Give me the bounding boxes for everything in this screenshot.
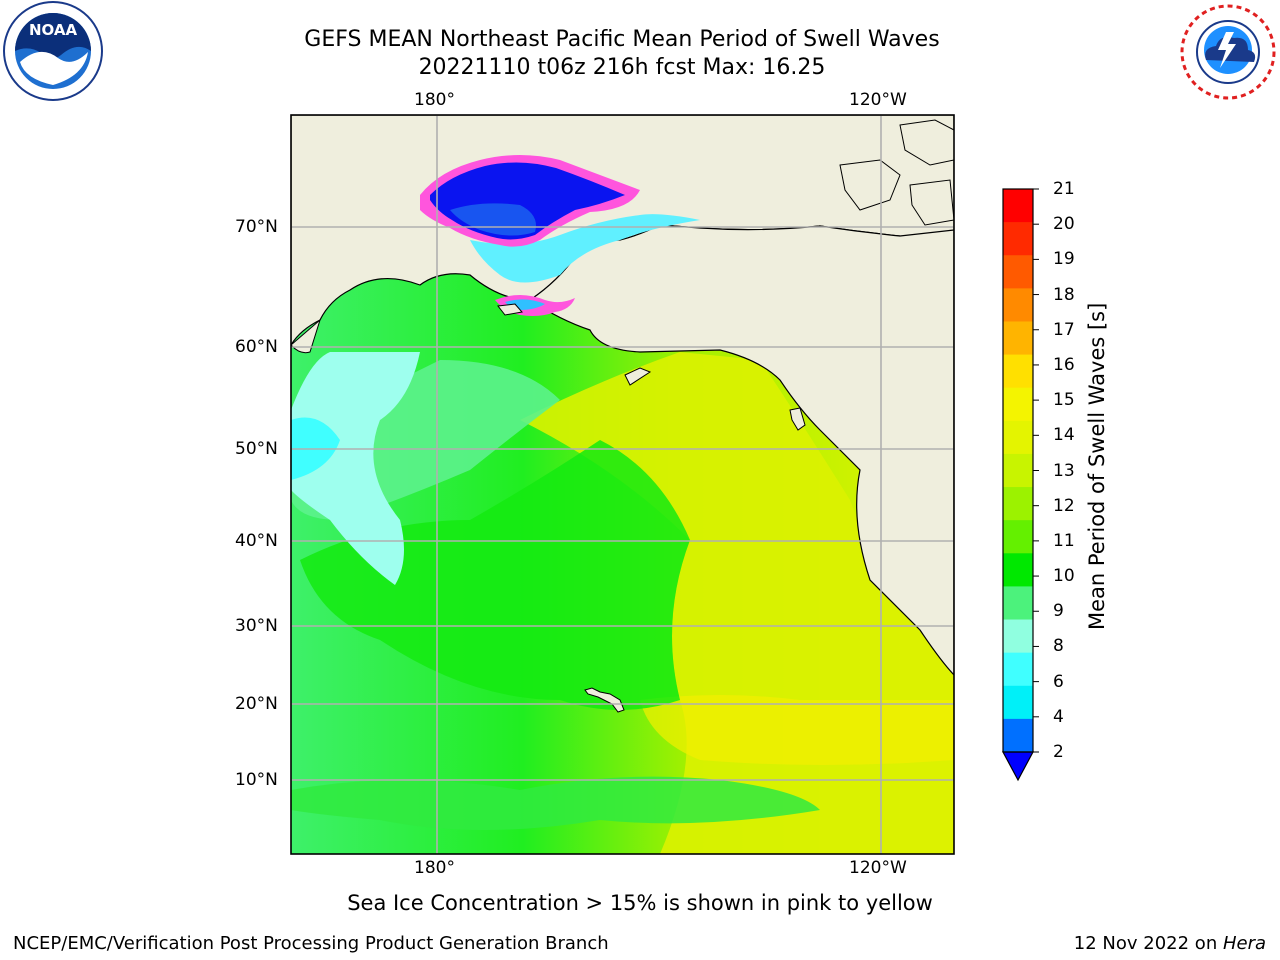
colorbar-band — [1003, 586, 1033, 621]
colorbar-tick-label: 4 — [1053, 706, 1064, 727]
map-frame — [290, 114, 955, 855]
colorbar-tick-label: 10 — [1053, 566, 1075, 587]
footer-branch: NCEP/EMC/Verification Post Processing Pr… — [13, 933, 609, 954]
swell-period-cyan-region — [291, 352, 420, 585]
colorbar-band — [1003, 520, 1033, 554]
lat-tick-20n: 20°N — [235, 694, 278, 714]
colorbar-tick-label: 20 — [1053, 214, 1075, 235]
vancouver-island — [789, 407, 806, 431]
footer-host: Hera — [1222, 933, 1266, 954]
colorbar-band — [1003, 189, 1033, 223]
colorbar-band — [1003, 354, 1033, 389]
colorbar-band — [1003, 222, 1033, 256]
swell-period-tropical-band — [291, 776, 820, 830]
lon-tick-top-180: 180° — [414, 90, 455, 110]
colorbar-tick-label: 15 — [1053, 390, 1075, 411]
colorbar-band — [1003, 619, 1033, 654]
colorbar-band — [1003, 652, 1033, 687]
colorbar-tick-label: 19 — [1053, 249, 1075, 270]
colorbar-tick-label: 13 — [1053, 460, 1075, 481]
colorbar-tick-label: 17 — [1053, 319, 1075, 340]
colorbar-tick-label: 8 — [1053, 636, 1064, 657]
lon-tick-bottom-120w: 120°W — [849, 858, 907, 878]
lon-tick-bottom-180: 180° — [414, 858, 455, 878]
colorbar-extend-arrow — [1001, 751, 1035, 782]
colorbar-tick-label: 18 — [1053, 284, 1075, 305]
lat-tick-40n: 40°N — [235, 531, 278, 551]
lat-tick-10n: 10°N — [235, 770, 278, 790]
colorbar — [1001, 188, 1039, 782]
colorbar-band — [1003, 487, 1033, 521]
colorbar-band — [1003, 420, 1033, 455]
colorbar-tick-label: 16 — [1053, 354, 1075, 375]
footer-date: 12 Nov 2022 on Hera — [1074, 933, 1266, 954]
swell-period-high-region — [640, 695, 954, 765]
noaa-logo-text: NOAA — [29, 21, 78, 39]
sea-ice-caption: Sea Ice Concentration > 15% is shown in … — [347, 891, 933, 915]
colorbar-band — [1003, 288, 1033, 322]
colorbar-band — [1003, 255, 1033, 289]
graticule — [291, 115, 954, 854]
lon-tick-top-120w: 120°W — [849, 90, 907, 110]
footer-date-text: 12 Nov 2022 on — [1073, 933, 1223, 954]
lat-tick-50n: 50°N — [235, 439, 278, 459]
noaa-logo: NOAA — [2, 0, 104, 102]
chart-title: GEFS MEAN Northeast Pacific Mean Period … — [304, 27, 940, 52]
colorbar-tick-label: 6 — [1053, 671, 1064, 692]
lat-tick-70n: 70°N — [235, 217, 278, 237]
colorbar-band — [1003, 387, 1033, 422]
colorbar-band — [1003, 685, 1033, 720]
colorbar-tick-label: 9 — [1053, 601, 1064, 622]
colorbar-tick-label: 2 — [1053, 742, 1064, 762]
colorbar-tick-label: 21 — [1053, 179, 1075, 199]
nws-logo — [1178, 2, 1278, 102]
colorbar-tick-label: 11 — [1053, 530, 1075, 551]
lat-tick-60n: 60°N — [235, 337, 278, 357]
colorbar-band — [1003, 321, 1033, 356]
swell-period-green-region — [300, 440, 690, 710]
colorbar-band — [1003, 553, 1033, 587]
colorbar-band — [1003, 718, 1033, 753]
colorbar-tick-label: 14 — [1053, 425, 1075, 446]
colorbar-tick-label: 12 — [1053, 495, 1075, 516]
colorbar-band — [1003, 453, 1033, 488]
chart-subtitle: 20221110 t06z 216h fcst Max: 16.25 — [418, 55, 826, 80]
colorbar-label: Mean Period of Swell Waves [s] — [1085, 302, 1109, 630]
lat-tick-30n: 30°N — [235, 616, 278, 636]
hawaii-islands — [584, 687, 625, 713]
land-north-america — [528, 224, 954, 676]
